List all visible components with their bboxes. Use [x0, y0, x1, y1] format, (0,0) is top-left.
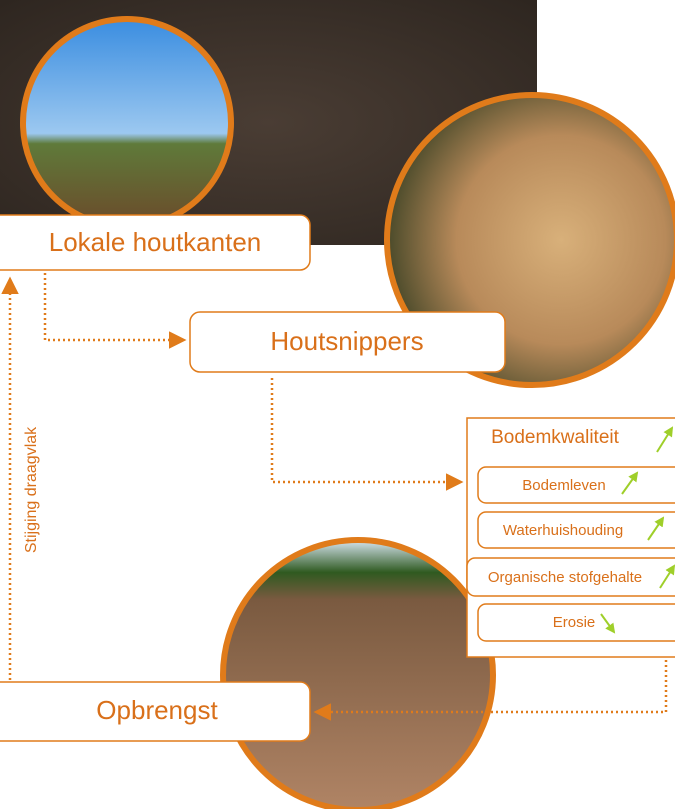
side-label: Stijging draagvlak: [23, 426, 40, 553]
hedge-photo: [23, 19, 231, 227]
item-label: Organische stofgehalte: [488, 569, 642, 586]
diagram: Lokale houtkanten Houtsnippers Opbrengst…: [0, 0, 675, 809]
item-label: Waterhuishouding: [503, 522, 623, 539]
arrow: [272, 378, 460, 482]
item-label: Bodemleven: [522, 477, 605, 494]
node-label: Lokale houtkanten: [49, 227, 262, 257]
node-label: Houtsnippers: [270, 326, 423, 356]
arrow: [45, 273, 183, 340]
item-label: Erosie: [553, 614, 596, 631]
field-photo: [223, 540, 493, 809]
node-label: Opbrengst: [96, 695, 218, 725]
panel-title: Bodemkwaliteit: [491, 427, 619, 448]
